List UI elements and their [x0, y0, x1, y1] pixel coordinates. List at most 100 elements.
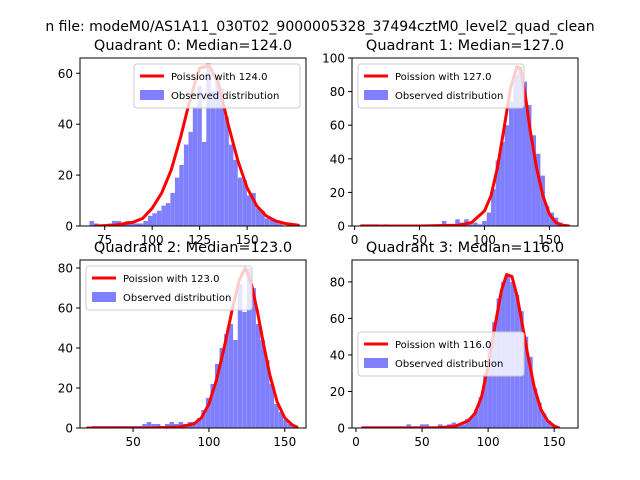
histogram-bar [522, 81, 528, 226]
y-tick-label: 0 [337, 220, 345, 234]
histogram-bar [228, 144, 234, 226]
legend: Poission with 116.0 Observed distribution [357, 331, 525, 377]
y-tick-label: 60 [58, 67, 73, 81]
histogram-bar [424, 424, 429, 428]
x-tick-label: 150 [543, 435, 566, 449]
y-tick-label: 40 [58, 342, 73, 356]
histogram-bar [224, 116, 229, 226]
histogram-bar [483, 373, 488, 428]
poisson-curve [361, 273, 560, 428]
histogram-bar [495, 160, 501, 226]
legend-label-observed: Observed distribution [395, 359, 503, 370]
histogram-bar [487, 342, 493, 428]
histogram-bar [283, 420, 288, 428]
panel-quadrant-1: 0 50 100 150 0 20 40 60 80 100 Poission with 127.0… [322, 38, 579, 247]
x-tick-label: 0 [352, 435, 360, 449]
legend-swatch-bar [364, 358, 388, 368]
histogram-bar [146, 422, 152, 428]
y-tick-label: 40 [330, 348, 345, 362]
x-tick-label: 100 [473, 233, 496, 247]
histogram-bar [224, 334, 229, 428]
y-tick-label: 60 [330, 119, 345, 133]
histogram-bar [179, 164, 184, 226]
histogram-bar [206, 63, 211, 226]
histogram-bar [526, 105, 532, 226]
histogram-bar [540, 175, 545, 226]
histogram-bar [170, 192, 175, 226]
x-tick-label: 75 [97, 233, 112, 247]
legend-swatch-bar [364, 90, 388, 100]
histogram-bar [546, 420, 551, 428]
histogram-bar [196, 418, 202, 428]
histogram-bar [165, 203, 171, 226]
histogram-bars [92, 268, 297, 428]
y-tick-label: 20 [330, 385, 345, 399]
histogram-bar [265, 360, 270, 428]
histogram-bar [260, 210, 265, 226]
histogram-bar [237, 284, 243, 428]
histogram-bar [419, 424, 425, 428]
x-tick-label: 150 [538, 233, 561, 247]
panel-quadrant-0: 75 100 125 150 0 20 40 60 Poission with 124.0 Obs… [58, 38, 307, 247]
histogram-bar [251, 192, 256, 226]
histogram-bar [192, 106, 198, 226]
histogram-bar [535, 153, 541, 226]
histogram-bar [273, 220, 279, 226]
histogram-bar [441, 220, 447, 226]
x-tick-label: 150 [273, 435, 296, 449]
y-tick-label: 40 [330, 152, 345, 166]
histogram-bar [89, 220, 94, 226]
histogram-bar [287, 424, 293, 428]
legend-label-poisson: Poission with 123.0 [123, 274, 219, 285]
x-tick-label: 100 [477, 435, 500, 449]
histogram-bar [197, 86, 202, 226]
legend: Poission with 123.0 Observed distribution [85, 265, 253, 311]
histogram-bar [537, 402, 542, 428]
histogram-bar [188, 131, 193, 226]
y-tick-label: 0 [65, 220, 73, 234]
histogram-bar [155, 424, 161, 428]
y-tick-label: 20 [58, 169, 73, 183]
histogram-bar [183, 144, 189, 226]
axes-frame [351, 57, 579, 227]
legend-box [357, 63, 525, 109]
histogram-bar [260, 340, 265, 428]
histogram-bar [460, 424, 466, 428]
x-tick-label: 50 [125, 435, 140, 449]
histogram-bar [465, 418, 470, 428]
x-tick-label: 50 [412, 233, 427, 247]
x-tick-label: 125 [188, 233, 211, 247]
histogram-bar [477, 224, 483, 226]
x-tick-label: 50 [414, 435, 429, 449]
histogram-bar [201, 142, 207, 226]
histogram-bar [147, 215, 153, 226]
panel-title: Quadrant 0: Median=124.0 [94, 38, 292, 54]
histogram-bar [455, 219, 460, 226]
y-tick-label: 80 [58, 262, 73, 276]
histogram-bar [246, 195, 252, 226]
histogram-bar [205, 398, 211, 428]
histogram-bar [255, 324, 261, 428]
histogram-bar [509, 101, 514, 226]
panel-title: Quadrant 3: Median=116.0 [366, 240, 564, 256]
histogram-bar [482, 220, 487, 226]
histogram-bar [269, 218, 274, 226]
histogram-bar [215, 78, 220, 226]
histogram-bar [544, 205, 550, 226]
legend-swatch-bar [92, 292, 116, 302]
histogram-bar [174, 177, 180, 226]
histogram-bar [274, 404, 279, 428]
histogram-bar [143, 220, 148, 226]
histogram-bar [473, 222, 478, 226]
panel-title: Quadrant 1: Median=127.0 [366, 38, 564, 54]
y-tick-label: 100 [322, 52, 345, 66]
histogram-bar [255, 208, 261, 226]
histogram-bar [134, 223, 139, 226]
histogram-bar [152, 213, 157, 226]
panel-quadrant-3: 0 50 100 150 0 20 40 60 80 Poission with 116.0 Obs… [330, 240, 579, 449]
histogram-bar [111, 220, 117, 226]
histogram-bar [156, 210, 162, 226]
y-tick-label: 40 [58, 118, 73, 132]
histogram-bar [151, 424, 156, 428]
